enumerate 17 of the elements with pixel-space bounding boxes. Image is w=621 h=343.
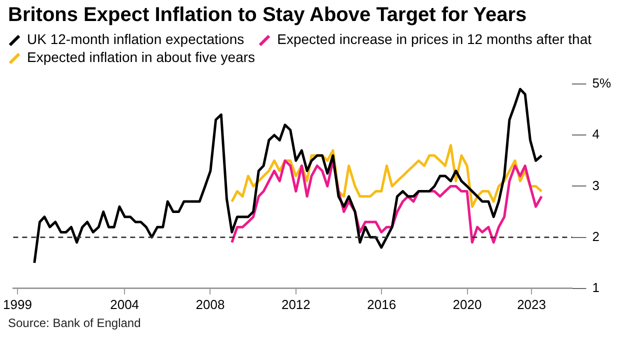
x-tick-label: 2004 [110,296,140,312]
legend-label: UK 12-month inflation expectations [27,31,244,47]
y-tick-label: 3 [592,178,600,193]
x-tick-label: 1999 [3,296,32,312]
x-tick-label: 2008 [196,296,225,312]
legend-label: Expected increase in prices in 12 months after that [277,31,592,47]
legend-label: Expected inflation in about five years [27,49,256,65]
x-tick-label: 2023 [517,296,546,312]
x-tick-label: 2012 [281,296,310,312]
x-tick-label: 2020 [452,296,482,312]
y-tick-label: 1 [592,280,600,295]
y-tick-label: 2 [592,228,600,244]
y-tick-label: 5% [592,76,612,91]
chart-title: Britons Expect Inflation to Stay Above Target for Years [8,4,528,27]
x-tick-label: 2016 [367,296,396,312]
y-tick-label: 4 [592,126,600,142]
source-note: Source: Bank of England [8,316,142,330]
